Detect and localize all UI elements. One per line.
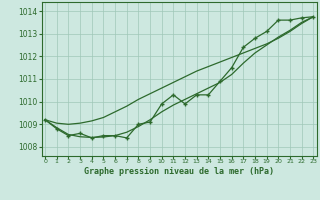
X-axis label: Graphe pression niveau de la mer (hPa): Graphe pression niveau de la mer (hPa) <box>84 167 274 176</box>
